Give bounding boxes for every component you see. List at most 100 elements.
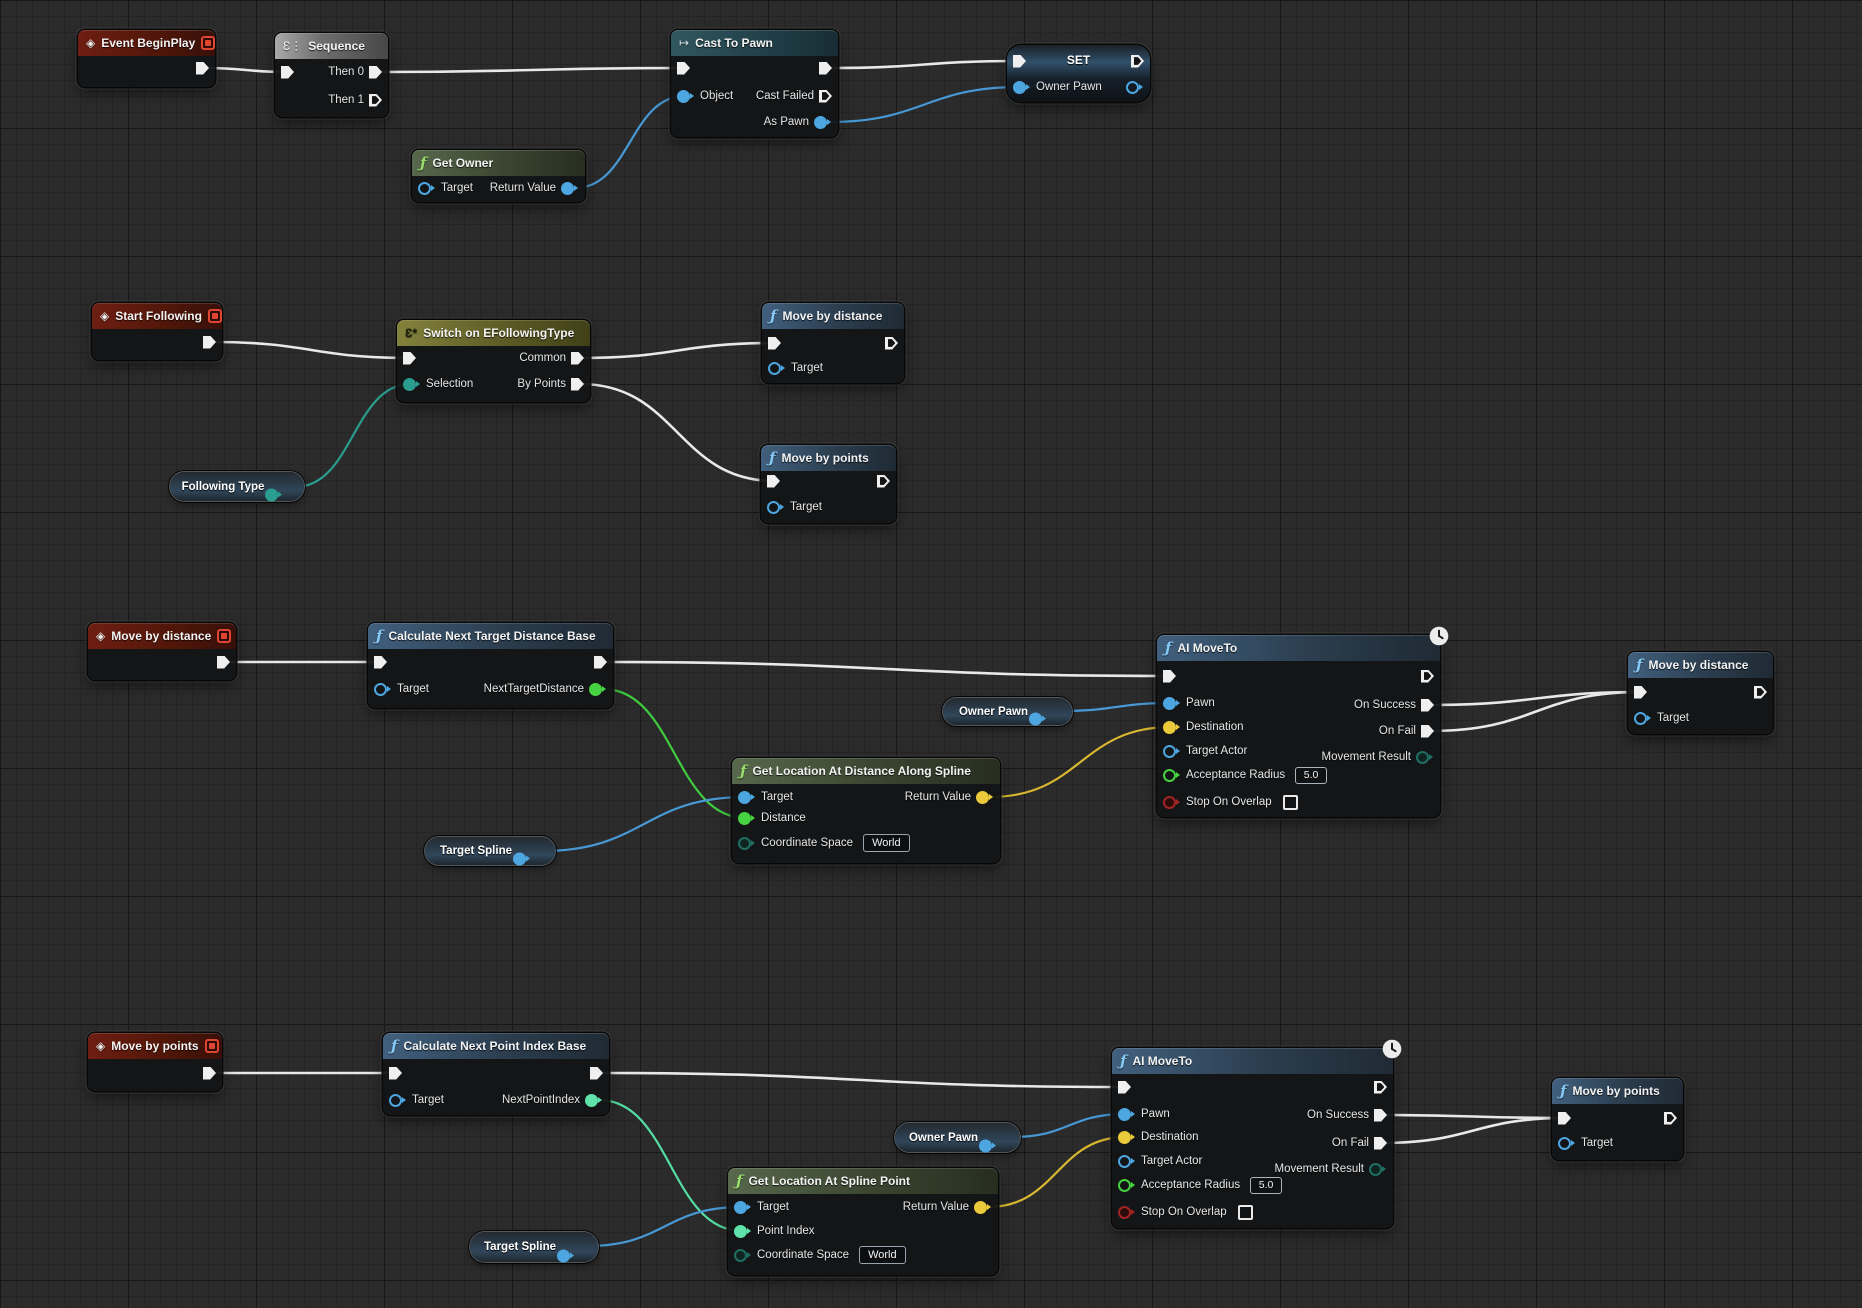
wire-object-22[interactable]: [1011, 1112, 1127, 1139]
exec-pin[interactable]: [571, 351, 584, 365]
owner-pawn-pin[interactable]: [979, 1139, 993, 1152]
acceptance-radius-field[interactable]: 5.0: [1295, 766, 1328, 784]
wire-vector-13[interactable]: [989, 725, 1172, 799]
exec-pin[interactable]: [1131, 54, 1144, 68]
node-ai-moveto-1[interactable]: ƒ AI MoveTo Pawn Destination Target Actor Acc…: [1157, 626, 1449, 817]
exec-pin[interactable]: [1634, 685, 1647, 699]
node-header[interactable]: ƒ Calculate Next Target Distance Base: [368, 623, 613, 649]
wire-exec-18[interactable]: [598, 1071, 1127, 1089]
wire-object-20[interactable]: [586, 1205, 743, 1248]
exec-pin[interactable]: [389, 1066, 402, 1080]
coordinate-space-dropdown[interactable]: World: [859, 1246, 906, 1264]
movement-result-pin[interactable]: [1416, 750, 1429, 764]
exec-pin[interactable]: [571, 377, 584, 391]
exec-pin[interactable]: [1421, 669, 1434, 683]
owner-pawn-pin[interactable]: [1029, 712, 1043, 725]
target-pin[interactable]: [418, 181, 431, 195]
exec-pin[interactable]: [1163, 669, 1176, 683]
distance-pin[interactable]: [738, 811, 751, 825]
acceptance-radius-pin[interactable]: [1163, 768, 1176, 782]
delegate-icon[interactable]: [207, 309, 222, 323]
exec-pin[interactable]: [594, 655, 607, 669]
node-header[interactable]: Ɛ⋮ Sequence: [275, 33, 388, 59]
coordinate-space-pin[interactable]: [738, 836, 751, 850]
node-following-type-variable[interactable]: Following Type: [170, 472, 304, 501]
return-value-pin[interactable]: [974, 1200, 987, 1214]
node-header[interactable]: ƒ AI MoveTo: [1157, 635, 1440, 661]
wire-object-14[interactable]: [1060, 701, 1172, 713]
exec-pin[interactable]: [885, 336, 898, 350]
exec-pin[interactable]: [217, 655, 230, 669]
nextpointindex-pin[interactable]: [585, 1093, 598, 1107]
coordinate-space-pin[interactable]: [734, 1248, 747, 1262]
node-move-by-points-call-2[interactable]: ƒ Move by points Target: [1552, 1078, 1683, 1160]
exec-pin[interactable]: [1374, 1080, 1387, 1094]
node-move-by-distance-call-2[interactable]: ƒ Move by distance Target: [1628, 652, 1773, 734]
target-spline-pin[interactable]: [513, 852, 526, 865]
destination-pin[interactable]: [1118, 1130, 1131, 1144]
node-header[interactable]: ƒ Get Location At Distance Along Spline: [732, 758, 1000, 784]
exec-pin[interactable]: [1558, 1111, 1571, 1125]
wire-int-19[interactable]: [598, 1098, 743, 1233]
as-pawn-pin[interactable]: [814, 115, 827, 129]
destination-pin[interactable]: [1163, 720, 1176, 734]
wire-exec-16[interactable]: [1429, 690, 1643, 733]
wire-exec-10[interactable]: [602, 660, 1172, 678]
node-cast-to-pawn[interactable]: ↦ Cast To Pawn Object Cast Failed As Pawn: [671, 30, 838, 137]
wire-vector-21[interactable]: [987, 1135, 1127, 1209]
node-owner-pawn-variable-1[interactable]: Owner Pawn: [943, 698, 1072, 725]
wire-exec-23[interactable]: [1380, 1113, 1567, 1120]
exec-pin[interactable]: [1374, 1108, 1387, 1122]
node-header[interactable]: ƒ Get Owner: [412, 150, 585, 176]
node-header[interactable]: ◈ Move by points: [88, 1033, 222, 1059]
exec-pin[interactable]: [767, 474, 780, 488]
pin-pin[interactable]: [1126, 80, 1139, 94]
node-sequence[interactable]: Ɛ⋮ Sequence Then 0 Then 1: [275, 33, 388, 117]
return-value-pin[interactable]: [561, 181, 574, 195]
wire-object-4[interactable]: [574, 94, 686, 190]
node-set-owner-pawn[interactable]: SET Owner Pawn: [1007, 45, 1150, 102]
wire-exec-1[interactable]: [377, 66, 686, 74]
node-ai-moveto-2[interactable]: ƒ AI MoveTo Pawn Destination Target Actor Acc…: [1112, 1039, 1402, 1228]
target-spline-pin[interactable]: [557, 1249, 570, 1262]
exec-pin[interactable]: [369, 65, 382, 79]
exec-pin[interactable]: [196, 61, 209, 75]
target-pin[interactable]: [768, 361, 781, 375]
object-pin[interactable]: [677, 89, 690, 103]
target-pin[interactable]: [374, 682, 387, 696]
delegate-icon[interactable]: [217, 629, 232, 643]
node-get-location-at-distance-along-spline[interactable]: ƒ Get Location At Distance Along Spline Ta…: [732, 758, 1000, 863]
wire-enum-8[interactable]: [294, 382, 412, 489]
wire-exec-6[interactable]: [579, 341, 777, 360]
node-calculate-next-target-distance-base[interactable]: ƒ Calculate Next Target Distance Base Targ…: [368, 623, 613, 708]
node-calculate-next-point-index-base[interactable]: ƒ Calculate Next Point Index Base Target Ne…: [383, 1033, 609, 1115]
node-header[interactable]: Ɛ* Switch on EFollowingType: [397, 320, 590, 346]
node-header[interactable]: ◈ Move by distance: [88, 623, 236, 649]
exec-pin[interactable]: [819, 89, 832, 103]
exec-pin[interactable]: [768, 336, 781, 350]
exec-pin[interactable]: [403, 351, 416, 365]
wire-object-3[interactable]: [827, 85, 1022, 124]
acceptance-radius-field[interactable]: 5.0: [1250, 1176, 1283, 1194]
node-move-by-distance-call-1[interactable]: ƒ Move by distance Target: [762, 303, 904, 383]
target-actor-pin[interactable]: [1163, 744, 1176, 758]
exec-pin[interactable]: [677, 61, 690, 75]
node-header[interactable]: ƒ AI MoveTo: [1112, 1048, 1393, 1074]
pawn-pin[interactable]: [1118, 1107, 1131, 1121]
node-move-by-distance-event[interactable]: ◈ Move by distance: [88, 623, 236, 680]
node-owner-pawn-variable-2[interactable]: Owner Pawn: [895, 1123, 1020, 1152]
selection-pin[interactable]: [403, 377, 416, 391]
node-header[interactable]: ƒ Move by points: [1552, 1078, 1683, 1104]
exec-pin[interactable]: [1118, 1080, 1131, 1094]
exec-pin[interactable]: [374, 655, 387, 669]
target-actor-pin[interactable]: [1118, 1154, 1131, 1168]
point-index-pin[interactable]: [734, 1224, 747, 1238]
wire-float-11[interactable]: [602, 687, 747, 820]
node-move-by-points-event[interactable]: ◈ Move by points: [88, 1033, 222, 1091]
stop-on-overlap-checkbox[interactable]: [1237, 1204, 1253, 1220]
wire-exec-2[interactable]: [827, 59, 1022, 70]
exec-pin[interactable]: [369, 93, 382, 107]
exec-pin[interactable]: [1664, 1111, 1677, 1125]
node-header[interactable]: ◈ Event BeginPlay: [78, 30, 216, 56]
